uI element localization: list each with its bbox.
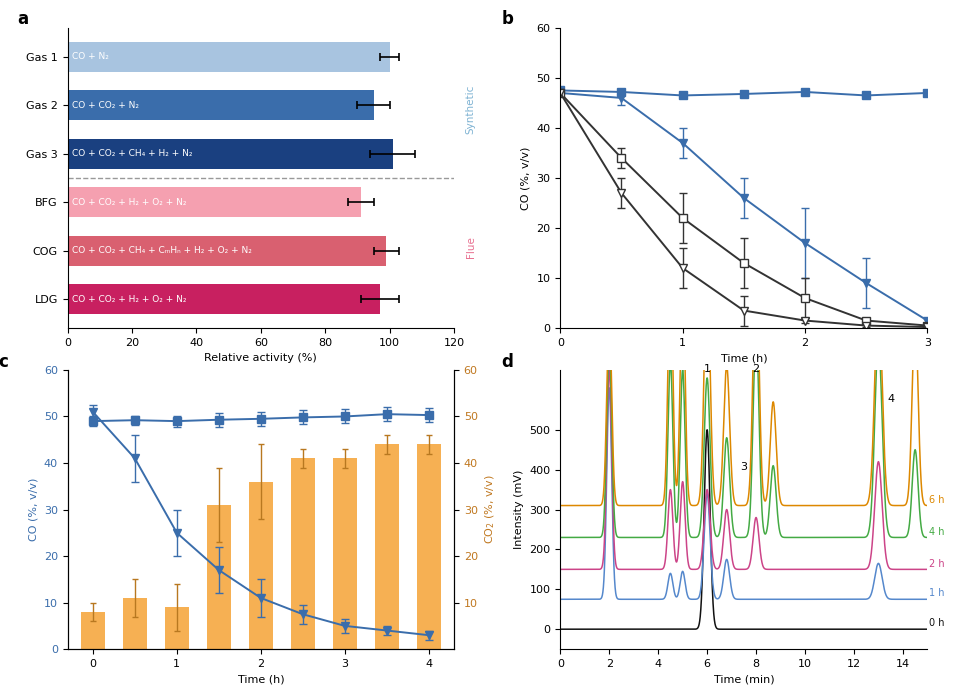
Text: CO + CO₂ + CH₄ + CₘHₙ + H₂ + O₂ + N₂: CO + CO₂ + CH₄ + CₘHₙ + H₂ + O₂ + N₂ — [72, 246, 252, 255]
Bar — [249, 482, 272, 649]
Text: CO + CO₂ + CH₄ + H₂ + N₂: CO + CO₂ + CH₄ + H₂ + N₂ — [72, 149, 193, 158]
Text: 3: 3 — [740, 461, 748, 472]
Text: 0 h: 0 h — [928, 618, 944, 628]
Text: b: b — [501, 10, 513, 28]
Y-axis label: CO (%, v/v): CO (%, v/v) — [521, 147, 531, 209]
Y-axis label: CO$_2$ (%, v/v): CO$_2$ (%, v/v) — [483, 475, 497, 544]
Bar — [165, 607, 188, 649]
Text: CO + CO₂ + N₂: CO + CO₂ + N₂ — [72, 101, 139, 110]
Y-axis label: Intensity (mV): Intensity (mV) — [514, 470, 524, 549]
Bar — [68, 284, 380, 314]
Text: 4 h: 4 h — [928, 527, 944, 537]
Bar — [68, 187, 360, 217]
Text: Synthetic: Synthetic — [466, 84, 475, 133]
Text: c: c — [0, 353, 8, 371]
X-axis label: Time (h): Time (h) — [721, 353, 767, 364]
Text: CO + CO₂ + H₂ + O₂ + N₂: CO + CO₂ + H₂ + O₂ + N₂ — [72, 295, 187, 304]
X-axis label: Time (min): Time (min) — [714, 674, 774, 685]
Bar — [417, 445, 440, 649]
Bar — [375, 445, 399, 649]
Text: 1: 1 — [703, 364, 711, 374]
X-axis label: Time (h): Time (h) — [238, 674, 284, 685]
Text: CO + CO₂ + H₂ + O₂ + N₂: CO + CO₂ + H₂ + O₂ + N₂ — [72, 198, 187, 207]
Text: 4: 4 — [887, 394, 895, 404]
Bar — [68, 236, 386, 266]
Text: d: d — [501, 353, 513, 371]
Text: 1 h: 1 h — [928, 588, 944, 598]
Text: 6 h: 6 h — [928, 495, 944, 505]
Bar — [291, 459, 315, 649]
Bar — [68, 90, 374, 120]
Bar — [81, 612, 104, 649]
Bar — [68, 139, 393, 169]
Bar — [123, 598, 147, 649]
Text: Flue: Flue — [466, 236, 475, 258]
Text: 2 h: 2 h — [928, 558, 944, 569]
Bar — [333, 459, 356, 649]
X-axis label: Relative activity (%): Relative activity (%) — [205, 353, 317, 364]
Text: 2: 2 — [753, 364, 759, 374]
Text: CO + N₂: CO + N₂ — [72, 52, 109, 61]
Bar — [68, 42, 389, 72]
Bar — [207, 505, 231, 649]
Text: a: a — [17, 10, 29, 28]
Y-axis label: CO (%, v/v): CO (%, v/v) — [28, 478, 39, 541]
